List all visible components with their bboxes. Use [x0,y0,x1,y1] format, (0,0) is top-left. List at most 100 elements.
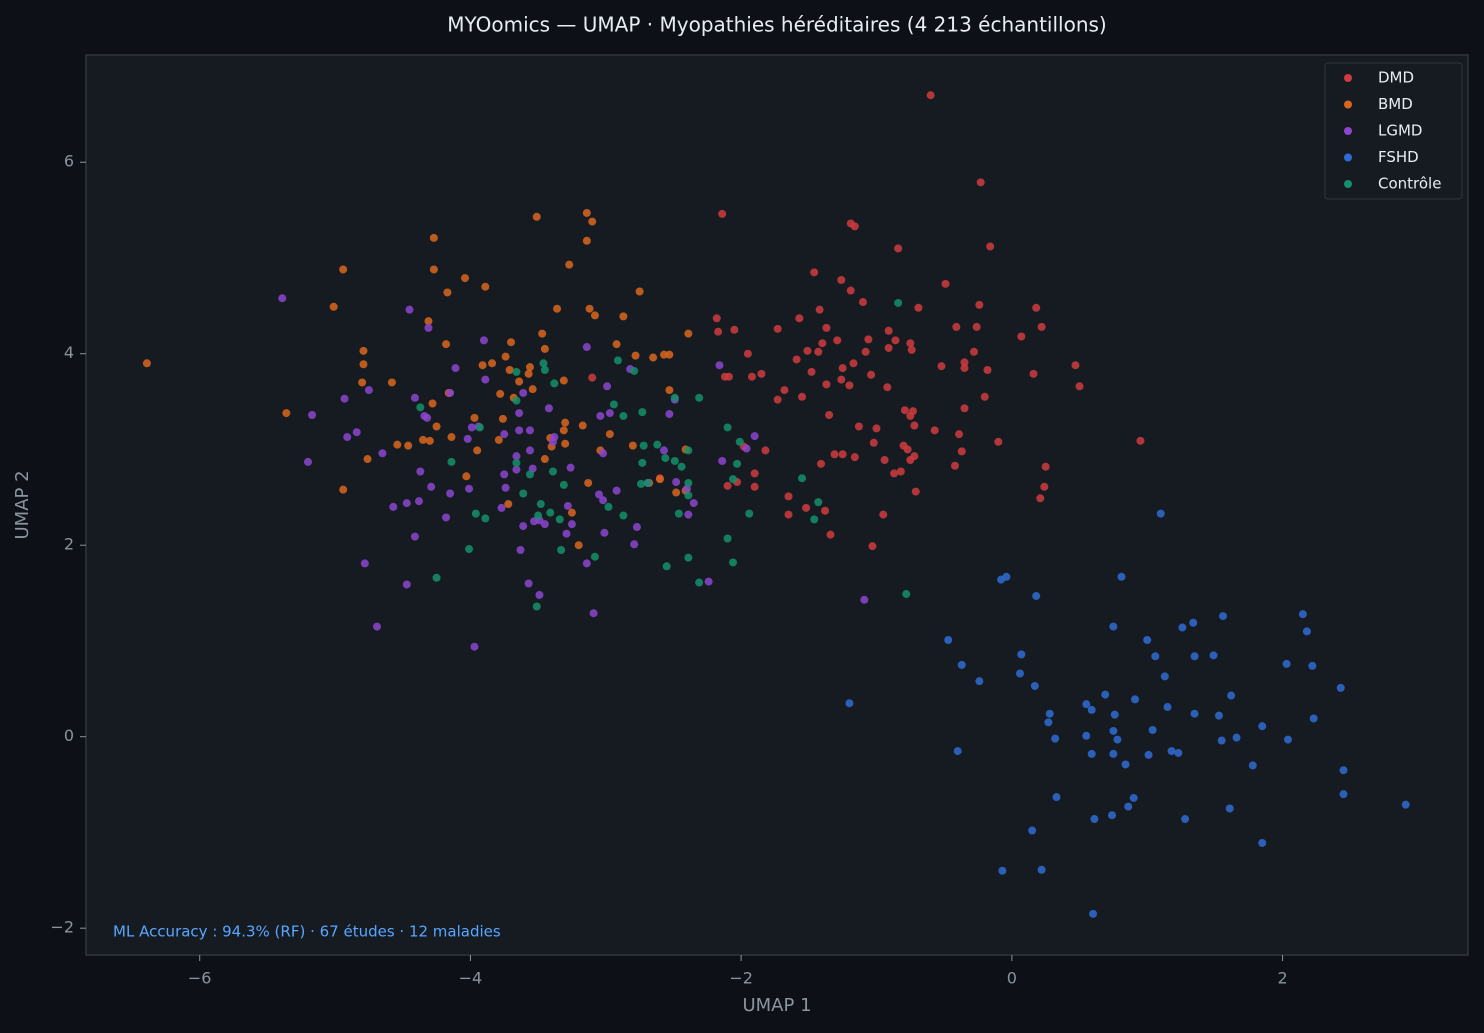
scatter-point [1148,726,1157,734]
scatter-point [465,545,474,554]
scatter-point [1181,815,1190,824]
scatter-point [1109,726,1118,735]
scatter-point [861,347,870,356]
scatter-point [795,314,804,323]
scatter-point [1308,661,1317,670]
scatter-point [810,515,819,524]
scatter-point [475,423,484,432]
scatter-point [470,642,479,651]
scatter-point [1032,591,1041,600]
scatter-point [540,366,549,374]
scatter-point [864,335,873,344]
scatter-point [822,380,831,389]
chart-title: MYOomics — UMAP · Myopathies héréditaire… [447,13,1106,37]
scatter-point [599,496,608,505]
scatter-point [582,343,591,352]
scatter-point [519,388,528,397]
scatter-point [906,456,915,464]
scatter-point [363,455,372,464]
y-tick-label: 4 [64,343,74,362]
scatter-point [1219,612,1228,621]
scatter-point [1030,681,1039,690]
scatter-point [1117,572,1126,581]
scatter-point [845,699,854,708]
scatter-point [1339,766,1348,775]
scatter-point [858,298,867,307]
scatter-point [1163,703,1172,712]
scatter-point [1082,731,1091,740]
scatter-point [1044,718,1053,727]
scatter-point [1087,749,1096,758]
scatter-point [1087,705,1096,714]
scatter-point [684,329,693,338]
scatter-point [402,499,411,508]
scatter-point [723,423,732,432]
scatter-point [343,433,352,442]
scatter-point [894,244,903,253]
scatter-point [410,532,419,541]
scatter-point [467,423,476,432]
legend-label: FSHD [1378,148,1419,166]
legend-marker [1344,153,1352,162]
scatter-point [619,312,628,321]
scatter-point [750,432,759,441]
scatter-point [463,434,472,443]
scatter-point [628,441,637,450]
scatter-point [833,336,842,345]
scatter-point [1017,332,1026,341]
scatter-point [665,386,674,395]
legend-box [1324,62,1463,200]
scatter-point [869,438,878,447]
scatter-point [525,446,534,455]
scatter-point [1167,747,1176,756]
scatter-point [590,311,599,320]
scatter-point [838,364,847,373]
scatter-point [553,304,562,313]
scatter-point [512,367,521,376]
legend-marker [1344,100,1352,109]
scatter-point [937,362,946,371]
scatter-point [649,353,658,362]
scatter-point [1109,749,1118,758]
scatter-point [582,559,591,568]
scatter-point [612,486,621,495]
scatter-point [825,411,834,419]
scatter-point [550,379,559,388]
scatter-point [745,509,754,518]
scatter-point [524,369,533,378]
scatter-point [914,303,923,312]
scatter-point [528,385,537,394]
scatter-point [605,430,614,439]
scatter-point [1029,369,1038,378]
scatter-point [723,534,732,543]
scatter-point [559,426,568,435]
scatter-point [1336,683,1345,692]
scatter-point [1129,793,1138,802]
scatter-point [902,590,911,599]
scatter-point [378,449,387,458]
scatter-point [1015,669,1024,678]
x-axis-label: UMAP 1 [742,995,811,1016]
scatter-point [488,359,497,368]
scatter-point [957,447,966,456]
scatter-point [359,360,368,369]
scatter-point [585,304,594,313]
scatter-point [735,437,744,446]
scatter-point [655,475,664,484]
scatter-point [1051,734,1060,743]
scatter-point [643,478,652,487]
x-tick-label: −6 [188,969,212,988]
scatter-point [957,660,966,669]
scatter-point [975,300,984,309]
y-tick-label: 2 [64,535,74,554]
scatter-point [589,609,598,618]
scatter-point [850,453,859,462]
scatter-point [1282,659,1291,668]
scatter-point [816,459,825,468]
scatter-point [1143,636,1152,644]
scatter-point [600,528,609,537]
scatter-point [1225,804,1234,813]
scatter-point [423,413,432,422]
scatter-point [416,403,425,412]
